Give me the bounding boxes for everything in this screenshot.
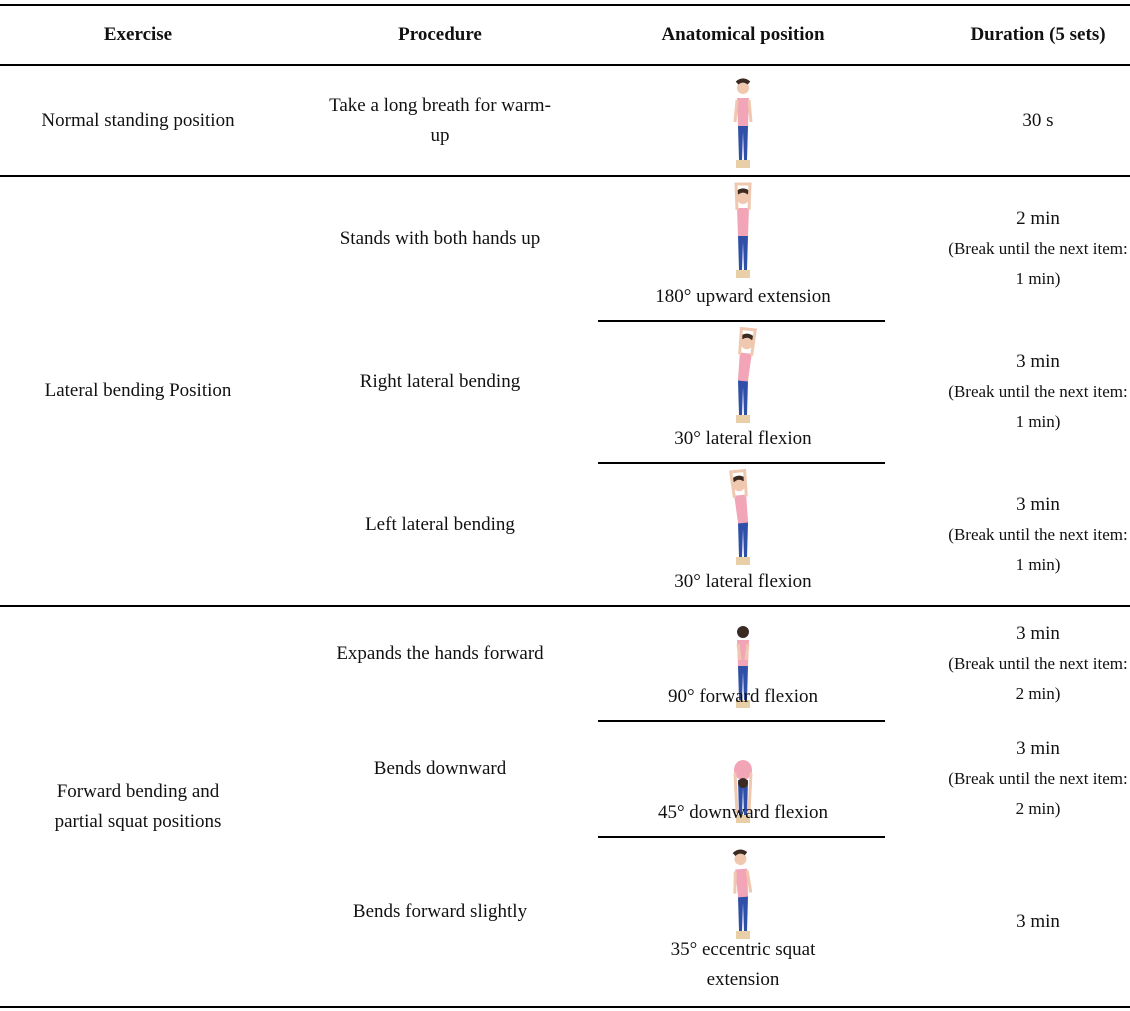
anatomical-position: 30° lateral flexion: [674, 428, 812, 449]
column-header: Procedure: [398, 24, 482, 45]
duration: 3 min: [1016, 493, 1060, 515]
procedure: Bends forward slightly: [352, 901, 528, 922]
pose-figure: [732, 849, 753, 939]
exercise: Lateral bending Position: [44, 380, 232, 401]
duration: 3 min: [1016, 351, 1060, 372]
sub-rule: [598, 720, 885, 722]
group-rule: [0, 175, 1130, 177]
duration-note: (Break until the next item: 1 min): [948, 524, 1128, 574]
procedure: Right lateral bending: [359, 371, 521, 392]
pose-figure: [734, 182, 752, 278]
procedure: Bends downward: [373, 758, 507, 779]
anatomical-position: 35° eccentric squat extension: [670, 939, 816, 990]
procedure: Left lateral bending: [365, 513, 515, 535]
procedure: Stands with both hands up: [339, 227, 541, 249]
pose-figure: [733, 760, 753, 823]
pose-figure: [733, 78, 753, 168]
anatomical-position: 180° upward extension: [655, 286, 831, 307]
top-rule: [0, 4, 1130, 6]
pose-figure: [736, 326, 757, 423]
anatomical-position: 90° forward flexion: [667, 686, 819, 707]
pose-figure: [736, 626, 750, 708]
bottom-rule: [0, 1006, 1130, 1008]
exercise: Forward bending and partial squat positi…: [54, 780, 222, 832]
duration-note: (Break until the next item: 1 min): [948, 382, 1128, 431]
anatomical-position: 30° lateral flexion: [674, 571, 812, 592]
header-rule: [0, 64, 1130, 66]
duration-note: (Break until the next item: 1 min): [948, 238, 1128, 288]
column-header: Duration (5 sets): [970, 24, 1106, 45]
group-rule: [0, 605, 1130, 607]
anatomical-position: 45° downward flexion: [657, 802, 829, 823]
column-header: Anatomical position: [661, 24, 825, 45]
sub-rule: [598, 320, 885, 322]
duration: 3 min: [1016, 622, 1060, 644]
duration: 3 min: [1016, 911, 1060, 932]
procedure: Take a long breath for warm-up: [329, 95, 551, 146]
sub-rule: [598, 462, 885, 464]
sub-rule: [598, 836, 885, 838]
duration-note: (Break until the next item: 2 min): [948, 653, 1128, 703]
duration-note: (Break until the next item: 2 min): [948, 769, 1128, 818]
duration: 30 s: [1022, 110, 1054, 131]
exercise: Normal standing position: [41, 110, 235, 131]
pose-figure: [729, 468, 750, 565]
procedure: Expands the hands forward: [336, 642, 544, 664]
duration: 2 min: [1016, 207, 1060, 229]
column-header: Exercise: [103, 24, 173, 45]
duration: 3 min: [1016, 738, 1060, 759]
